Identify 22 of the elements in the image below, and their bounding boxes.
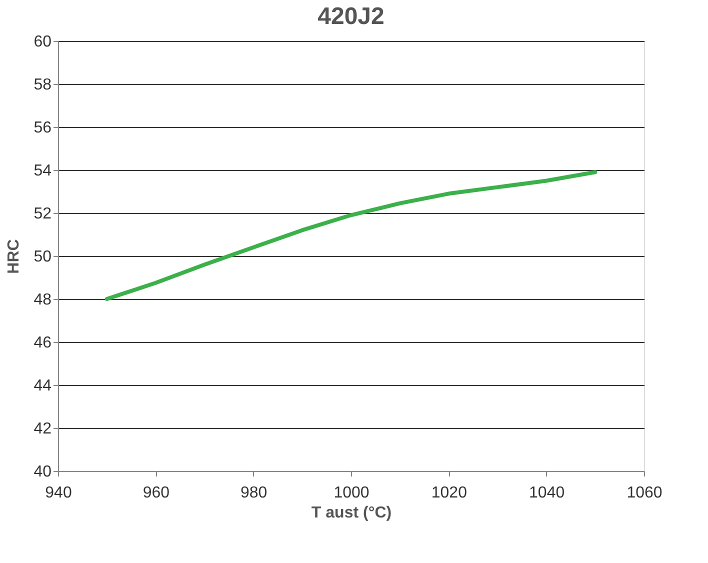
x-tick-label: 940 <box>45 484 72 502</box>
y-tick-label: 48 <box>34 292 52 308</box>
y-tick-label: 54 <box>34 162 52 180</box>
y-tick-label: 50 <box>34 248 52 266</box>
y-tick-label: 44 <box>34 378 52 394</box>
x-tick-label: 1020 <box>431 484 468 502</box>
y-tick-label: 40 <box>34 464 52 480</box>
x-tick-label: 1000 <box>334 484 370 502</box>
y-tick-label: 56 <box>34 120 52 136</box>
x-axis-title: T aust (°C) <box>311 504 392 522</box>
x-tick-label: 1060 <box>626 484 662 502</box>
y-tick-label: 42 <box>34 420 52 438</box>
y-tick-label: 58 <box>34 76 52 94</box>
x-tick-label: 1040 <box>529 484 565 502</box>
x-tick-label: 980 <box>240 484 268 502</box>
chart-title: 420J2 <box>318 3 384 30</box>
y-tick-label: 60 <box>34 34 52 50</box>
x-tick-label: 960 <box>142 484 170 502</box>
y-tick-label: 46 <box>34 334 52 352</box>
y-axis-title: HRC <box>6 238 23 274</box>
line-series <box>104 170 598 301</box>
y-tick-label: 52 <box>34 206 52 222</box>
